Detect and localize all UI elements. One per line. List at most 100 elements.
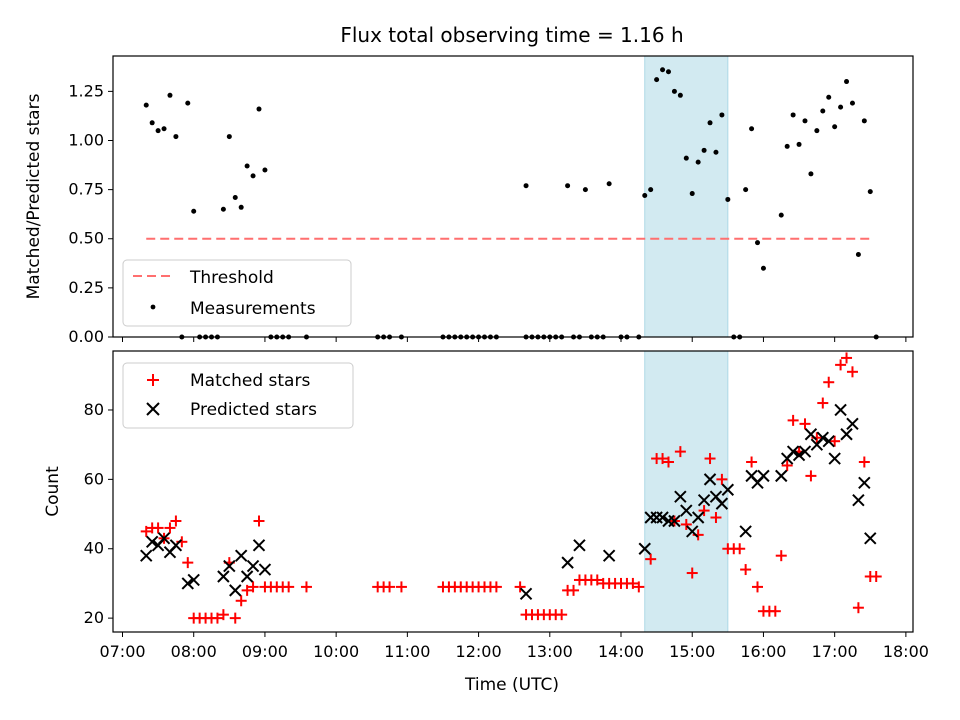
x-tick-label: 09:00	[242, 642, 288, 661]
matched-star-point	[817, 397, 829, 409]
predicted-star-point	[169, 539, 183, 552]
measurement-point	[654, 77, 660, 83]
ratio-legend: Threshold Measurements	[122, 259, 352, 327]
matched-star-point	[170, 515, 182, 527]
measurement-point	[143, 102, 149, 108]
measurement-point	[849, 100, 855, 106]
measurement-point	[244, 163, 250, 169]
matched-star-point	[568, 584, 580, 596]
matched-star-point	[140, 525, 152, 537]
predicted-star-point	[140, 549, 153, 562]
measurement-point	[707, 120, 713, 126]
predicted-star-point	[229, 584, 242, 597]
x-tick-label: 17:00	[812, 642, 858, 661]
matched-star-point	[775, 550, 787, 562]
predicted-star-point	[739, 525, 752, 538]
measurement-point	[749, 126, 755, 132]
y-tick-label: 1.25	[68, 81, 104, 100]
measurement-point	[191, 208, 197, 214]
measurement-point	[844, 79, 850, 85]
matched-star-point	[846, 366, 858, 378]
matched-star-point	[182, 557, 194, 569]
measurement-point	[565, 183, 571, 189]
measurement-point	[648, 187, 654, 193]
predicted-star-point	[252, 539, 266, 552]
measurement-point	[725, 196, 731, 202]
count-axis-ticks: 20 40 60 80	[84, 400, 113, 627]
matched-star-point	[835, 359, 847, 371]
matched-star-point	[235, 595, 247, 607]
measurement-point	[226, 134, 232, 140]
predicted-star-point	[715, 497, 729, 510]
predicted-star-point	[697, 493, 711, 507]
matched-star-point	[752, 581, 764, 593]
matched-star-point	[740, 564, 752, 576]
predicted-star-point	[656, 511, 669, 524]
x-tick-label: 18:00	[883, 642, 929, 661]
matched-star-point	[300, 581, 312, 593]
y-tick-label: 80	[84, 400, 104, 419]
measurement-point	[784, 143, 790, 149]
matched-star-point	[253, 515, 265, 527]
x-tick-label: 11:00	[384, 642, 430, 661]
predicted-star-point	[816, 431, 829, 444]
x-tick-label: 13:00	[527, 642, 573, 661]
measurement-point	[185, 100, 191, 106]
x-tick-label: 14:00	[598, 642, 644, 661]
predicted-star-point	[674, 490, 687, 503]
matched-star-point	[781, 459, 793, 471]
predicted-star-point	[792, 448, 806, 462]
predicted-star-point	[217, 570, 230, 583]
y-tick-label: 0.25	[68, 278, 104, 297]
count-legend: Matched stars Predicted stars	[122, 362, 354, 429]
predicted-star-point	[680, 504, 693, 517]
x-tick-label: 07:00	[99, 642, 145, 661]
matched-star-point	[680, 518, 692, 530]
matched-star-point	[716, 473, 728, 485]
ratio-y-label: Matched/Predicted stars	[24, 93, 44, 299]
predicted-star-point	[798, 445, 812, 458]
x-tick-label: 08:00	[171, 642, 217, 661]
predicted-star-point	[828, 452, 841, 465]
predicted-star-point	[234, 549, 248, 562]
measurement-points	[143, 67, 879, 340]
predicted-star-point	[561, 556, 574, 569]
measurement-point	[808, 171, 814, 177]
matched-star-point	[591, 574, 603, 586]
matched-star-point	[704, 453, 716, 465]
matched-star-point	[746, 456, 758, 468]
measurement-point	[778, 212, 784, 218]
measurement-point	[838, 104, 844, 110]
predicted-legend-label: Predicted stars	[190, 400, 317, 420]
matched-star-point	[241, 584, 253, 596]
predicted-star-point	[223, 559, 236, 573]
matched-star-point	[734, 543, 746, 555]
measurement-point	[832, 124, 838, 130]
time-axis-label: Time (UTC)	[464, 675, 559, 695]
predicted-star-point	[864, 532, 877, 545]
matched-star-point	[787, 414, 799, 426]
measurement-point	[262, 167, 268, 173]
y-tick-label: 40	[84, 539, 104, 558]
measurement-point	[582, 187, 588, 193]
measurement-point	[671, 88, 677, 94]
measurement-point	[232, 194, 238, 200]
predicted-star-point	[846, 417, 859, 431]
measurement-point	[683, 155, 689, 161]
measurement-point	[606, 181, 612, 187]
measurement-point	[796, 141, 802, 147]
matched-star-point	[686, 567, 698, 579]
matched-star-point	[395, 581, 407, 593]
highlight-span-top	[644, 55, 729, 338]
predicted-star-point	[145, 535, 159, 549]
measurement-point	[523, 183, 529, 189]
matched-star-point	[662, 456, 674, 468]
predicted-star-point	[858, 476, 871, 490]
measurement-point	[760, 265, 766, 271]
predicted-star-point	[822, 434, 835, 448]
measurement-point	[660, 67, 666, 73]
predicted-star-point	[668, 514, 681, 528]
x-tick-label: 12:00	[456, 642, 502, 661]
y-tick-label: 0.50	[68, 229, 104, 248]
matched-star-point	[229, 612, 241, 624]
